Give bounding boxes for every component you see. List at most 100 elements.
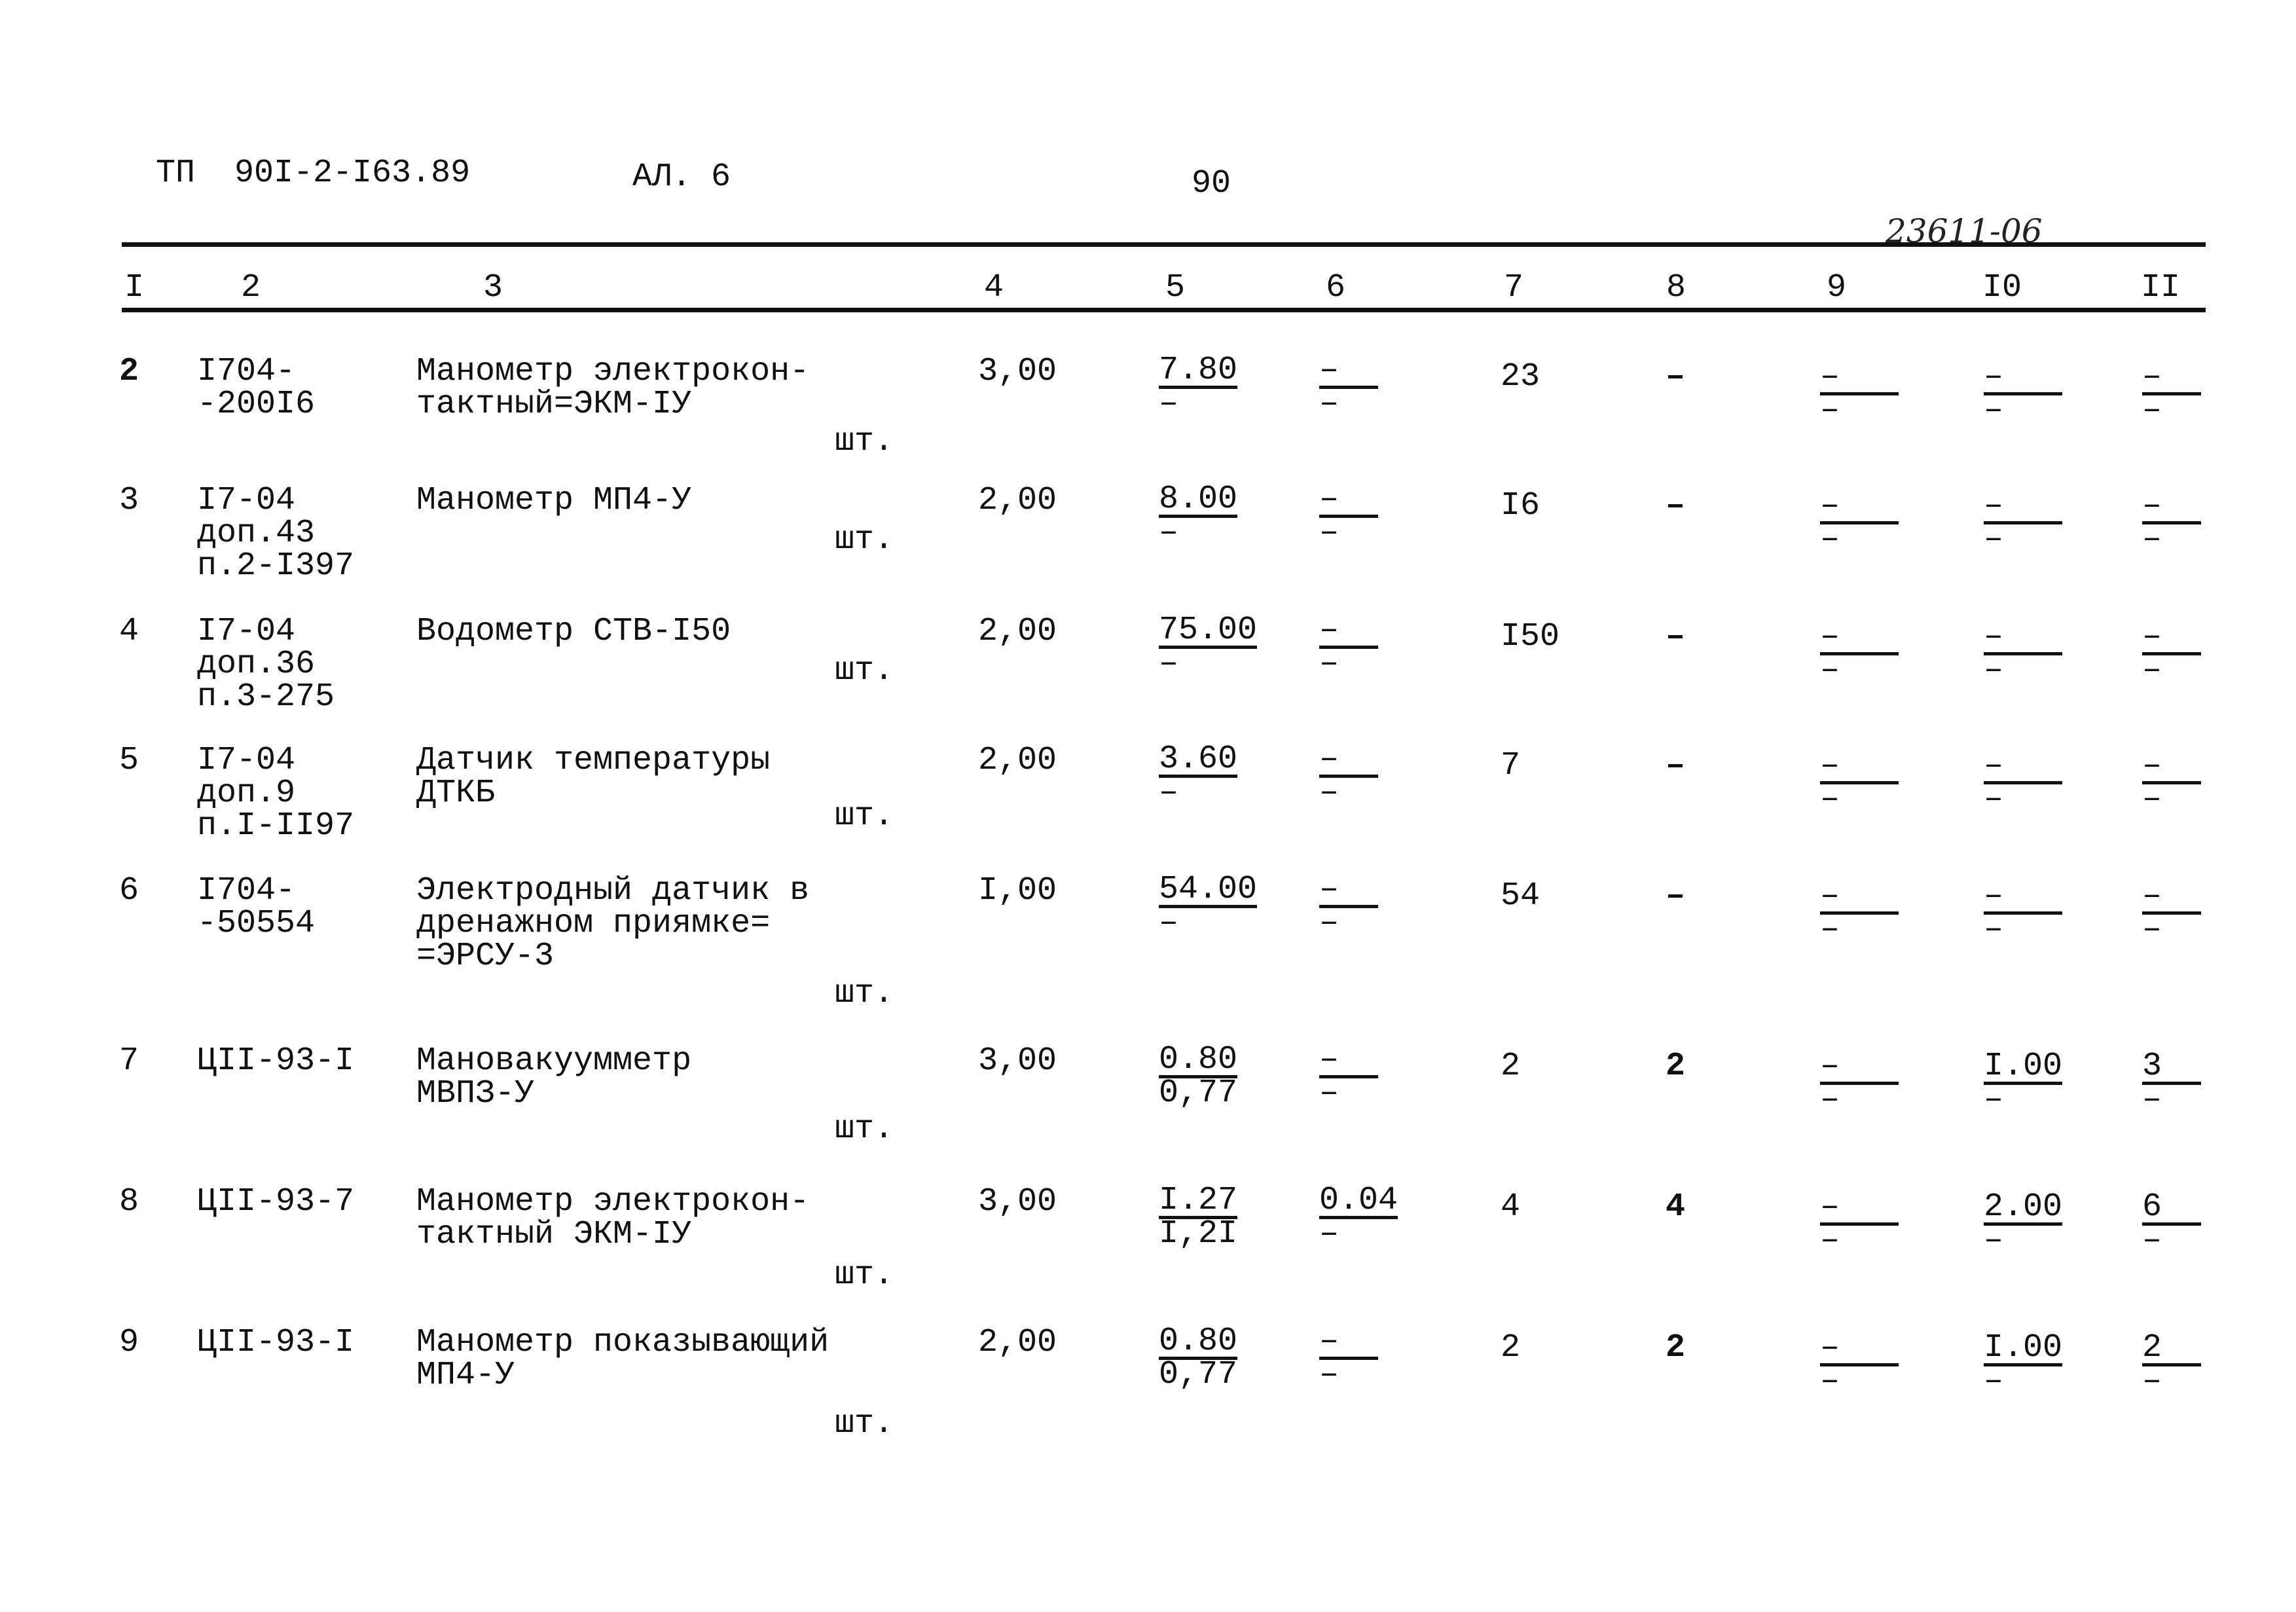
numerator: 7.80 xyxy=(1159,352,1238,389)
catalog-code-line: доп.43 xyxy=(197,515,316,552)
fraction-c9: – – xyxy=(1820,1050,1899,1118)
item-name-line: Водометр СТВ-I50 xyxy=(416,613,731,650)
numerator: – xyxy=(1984,880,2062,915)
unit-label: шт. xyxy=(835,797,894,835)
numerator: – xyxy=(1820,621,1899,655)
fraction-c9: – – xyxy=(1820,750,1899,816)
denominator: – xyxy=(2142,780,2162,818)
numerator: – xyxy=(1820,361,1899,395)
numerator: 0.80 xyxy=(1159,1041,1238,1078)
fraction-c9: – – xyxy=(1820,361,1899,429)
numerator: – xyxy=(2142,750,2201,784)
numerator: – xyxy=(1820,1191,1899,1226)
denominator: – xyxy=(1984,1081,2004,1118)
fraction-c10: – – xyxy=(1984,621,2062,689)
catalog-code-line: доп.9 xyxy=(197,775,296,812)
denominator: – xyxy=(1820,1081,1840,1118)
denominator: – xyxy=(1159,645,1179,682)
column-header-3: 3 xyxy=(483,269,503,306)
item-name-line: Мановакуумметр xyxy=(416,1042,692,1080)
fraction-c9: – – xyxy=(1820,880,1899,948)
unit-label: шт. xyxy=(835,423,894,460)
col7-value: 2 xyxy=(1501,1329,1521,1366)
fraction-c10: – – xyxy=(1984,490,2062,556)
top-rule xyxy=(122,242,2206,247)
catalog-code-line: ЦII-93-7 xyxy=(197,1183,355,1220)
unit-label: шт. xyxy=(835,975,894,1012)
fraction-c5: 75.00– xyxy=(1159,614,1258,682)
numerator: – xyxy=(1820,880,1899,915)
quantity: 2,00 xyxy=(978,1324,1057,1361)
numerator: 8.00 xyxy=(1159,481,1238,518)
catalog-code-line: ЦII-93-I xyxy=(197,1042,355,1080)
row-number: 7 xyxy=(119,1042,139,1080)
unit-label: шт. xyxy=(835,1256,894,1294)
item-name-line: тактный ЭКМ-IУ xyxy=(416,1216,692,1253)
numerator: – xyxy=(1319,873,1378,908)
fraction-c6: – – xyxy=(1319,873,1378,942)
fraction-c11: 6– xyxy=(2142,1191,2201,1259)
column-header-2: 2 xyxy=(241,269,261,306)
denominator: – xyxy=(1319,514,1339,551)
fraction-c5: 0.80 0,77 xyxy=(1159,1041,1238,1110)
quantity: 3,00 xyxy=(978,1183,1057,1220)
numerator: – xyxy=(1319,743,1378,778)
denominator: – xyxy=(1984,1222,2004,1259)
denominator: – xyxy=(2142,1222,2162,1259)
fraction-c11: – – xyxy=(2142,880,2201,948)
fraction-c11: – – xyxy=(2142,621,2201,687)
quantity: 3,00 xyxy=(978,353,1057,390)
col8-value: – xyxy=(1666,487,1686,524)
denominator: – xyxy=(1820,392,1840,429)
denominator: – xyxy=(1820,1222,1840,1259)
item-name-line: тактный=ЭКМ-IУ xyxy=(416,386,692,423)
fraction-c6: – – xyxy=(1319,354,1378,422)
fraction-c10: – – xyxy=(1984,880,2062,946)
numerator: – xyxy=(1319,1044,1378,1078)
row-number: 9 xyxy=(119,1324,139,1361)
fraction-c5: I.27 I,2I xyxy=(1159,1184,1238,1251)
row-number: 4 xyxy=(119,613,139,650)
numerator: 2 xyxy=(2142,1332,2201,1366)
denominator: – xyxy=(1820,1363,1840,1400)
row-number: 8 xyxy=(119,1183,139,1220)
denominator: – xyxy=(1319,1074,1339,1112)
row-number: 5 xyxy=(119,742,139,779)
catalog-code-line: I7-04 xyxy=(197,613,296,650)
item-name-line: Манометр электрокон- xyxy=(416,353,810,390)
numerator: – xyxy=(1984,621,2062,655)
col8-value: – xyxy=(1666,877,1686,915)
denominator: – xyxy=(1984,780,2004,818)
numerator: – xyxy=(1319,354,1378,389)
col7-value: 7 xyxy=(1501,747,1521,784)
denominator: – xyxy=(1820,911,1840,948)
col8-value: 2 xyxy=(1666,1048,1686,1085)
numerator: – xyxy=(1984,750,2062,784)
column-header-10: I0 xyxy=(1982,269,2022,306)
fraction-c6: – – xyxy=(1319,483,1378,551)
fraction-c9: – – xyxy=(1820,490,1899,556)
unit-label: шт. xyxy=(835,1110,894,1148)
item-name-line: =ЭРСУ-3 xyxy=(416,938,555,975)
numerator: – xyxy=(2142,361,2201,395)
col7-value: 23 xyxy=(1501,358,1540,395)
denominator: – xyxy=(1820,651,1840,689)
quantity: 2,00 xyxy=(978,613,1057,650)
quantity: 2,00 xyxy=(978,742,1057,779)
denominator: – xyxy=(2142,1081,2162,1118)
unit-label: шт. xyxy=(835,652,894,689)
denominator: – xyxy=(2142,911,2162,948)
denominator: – xyxy=(1319,385,1339,422)
catalog-code-line: I704- xyxy=(197,872,296,909)
denominator: – xyxy=(1984,651,2004,689)
col7-value: I50 xyxy=(1501,618,1560,655)
fraction-c5: 0.80 0,77 xyxy=(1159,1325,1238,1393)
fraction-c11: – – xyxy=(2142,750,2201,818)
item-name-line: МП4-У xyxy=(416,1357,515,1394)
denominator: – xyxy=(1319,904,1339,942)
row-number: 2 xyxy=(119,353,139,390)
column-header-11: II xyxy=(2141,269,2181,306)
denominator: 0,77 xyxy=(1159,1356,1238,1393)
col8-value: – xyxy=(1666,358,1686,395)
sheet-label: АЛ. 6 xyxy=(632,158,731,196)
